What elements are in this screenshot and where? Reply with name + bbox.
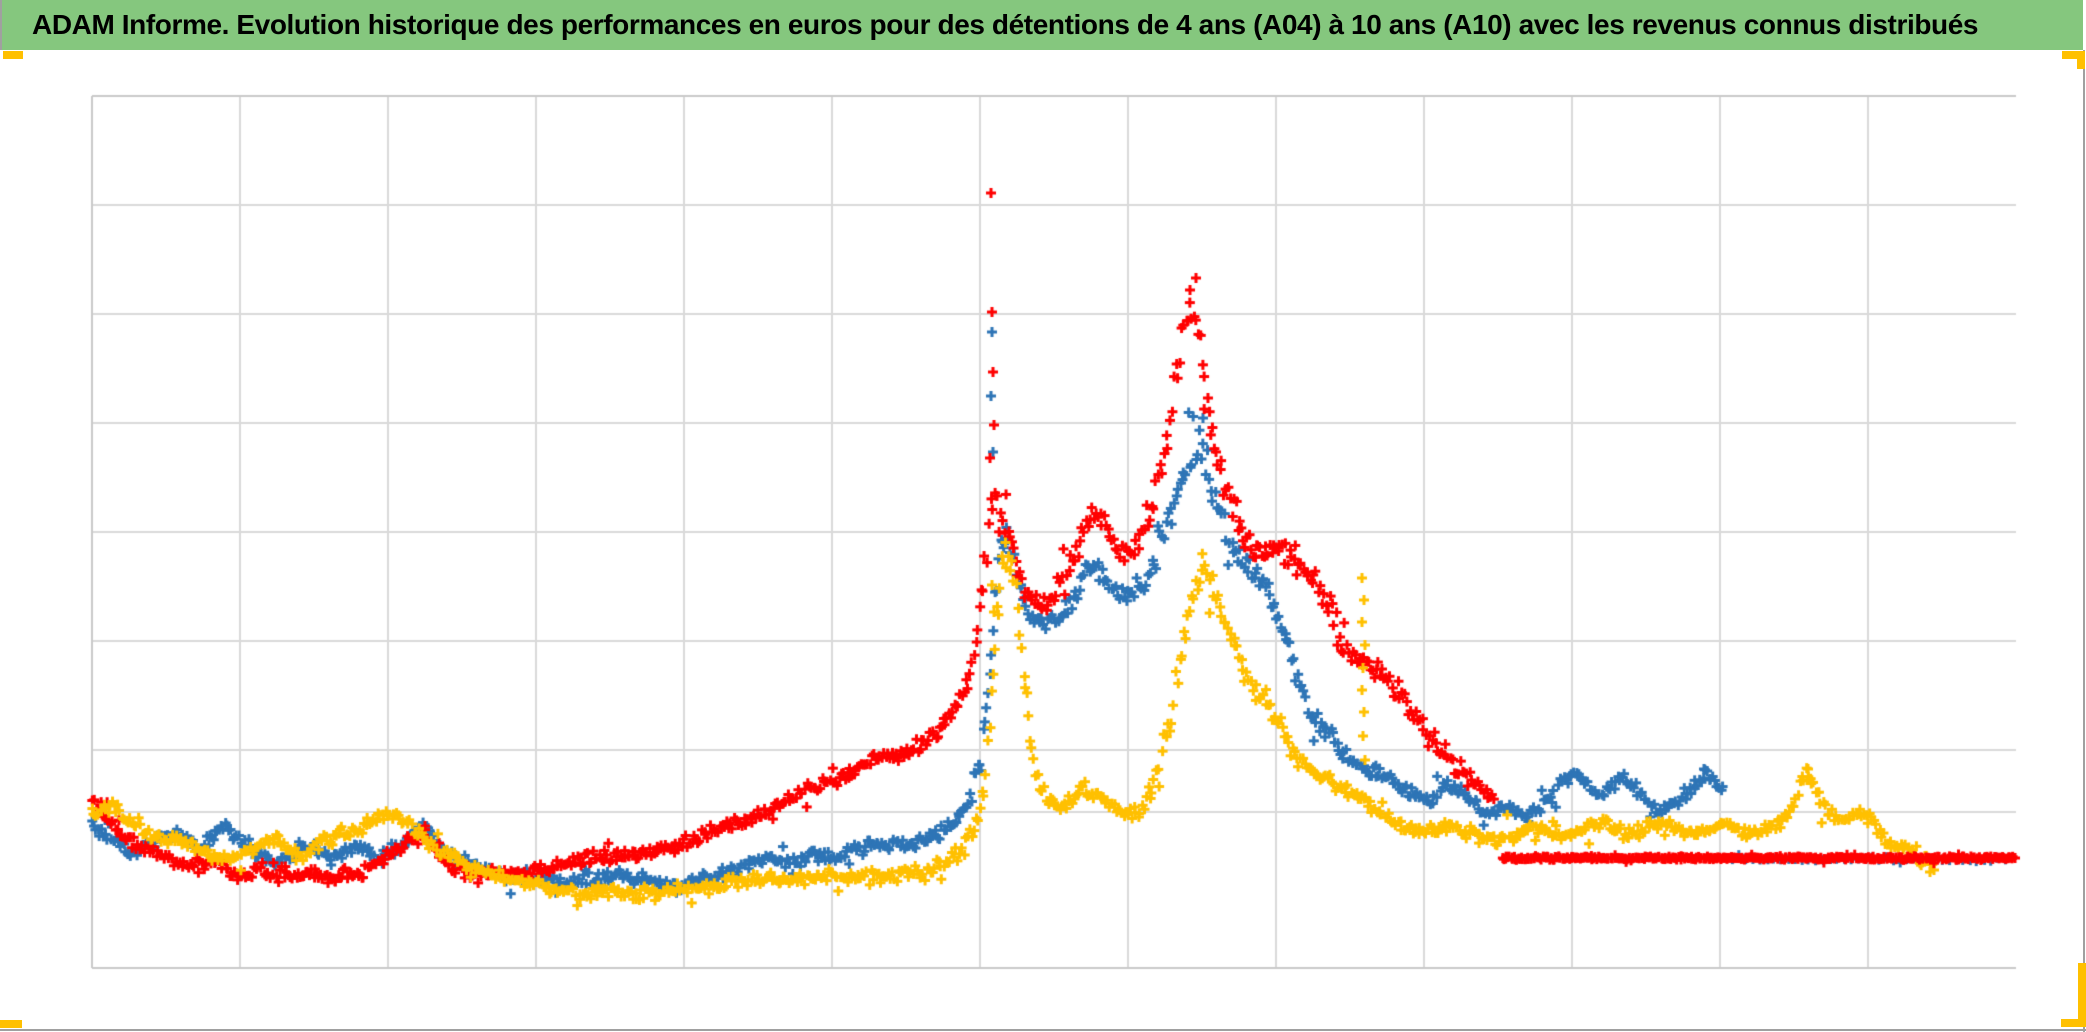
corner-accent xyxy=(2078,963,2086,1027)
corner-accent xyxy=(2061,1019,2086,1027)
slide-edge-line xyxy=(2083,50,2085,1032)
corner-accent xyxy=(2077,51,2085,69)
slide-edge-line xyxy=(0,0,2,50)
corner-accent xyxy=(0,1020,22,1028)
slide-edge-line xyxy=(0,1029,2086,1031)
corner-accent xyxy=(2062,51,2085,59)
corner-accent xyxy=(3,51,23,59)
